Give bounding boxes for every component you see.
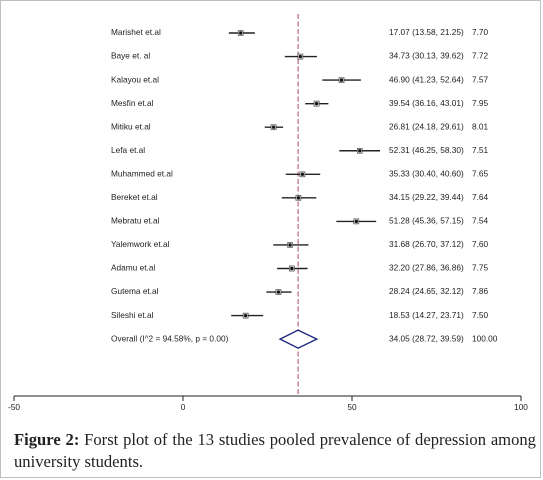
weight-text: 7.64 bbox=[472, 192, 489, 202]
point-estimate bbox=[358, 149, 362, 153]
ci-text: 51.28 (45.36, 57.15) bbox=[389, 216, 464, 226]
study-label: Mitiku et.al bbox=[111, 121, 151, 131]
ci-text: 32.20 (27.86, 36.86) bbox=[389, 263, 464, 273]
point-estimate bbox=[354, 219, 358, 223]
ci-text: 52.31 (46.25, 58.30) bbox=[389, 145, 464, 155]
x-tick-label: 50 bbox=[347, 402, 357, 412]
study-label: Sileshi et.al bbox=[111, 310, 154, 320]
study-label: Mebratu et.al bbox=[111, 216, 160, 226]
weight-text: 7.70 bbox=[472, 27, 489, 37]
ci-text: 17.07 (13.58, 21.25) bbox=[389, 27, 464, 37]
point-estimate bbox=[315, 102, 319, 106]
point-estimate bbox=[239, 31, 243, 35]
study-label: Baye et. al bbox=[111, 51, 150, 61]
weight-text: 7.50 bbox=[472, 310, 489, 320]
ci-text: 46.90 (41.23, 52.64) bbox=[389, 74, 464, 84]
x-tick-label: 0 bbox=[181, 402, 186, 412]
study-label: Gutema et.al bbox=[111, 286, 159, 296]
ci-text: 34.73 (30.13, 39.62) bbox=[389, 51, 464, 61]
study-label: Lefa et.al bbox=[111, 145, 145, 155]
study-label: Bereket et.al bbox=[111, 192, 158, 202]
weight-text: 7.75 bbox=[472, 263, 489, 273]
weight-text: 7.95 bbox=[472, 98, 489, 108]
weight-text: 7.65 bbox=[472, 168, 489, 178]
overall-weight-text: 100.00 bbox=[472, 333, 498, 343]
overall-ci-text: 34.05 (28.72, 39.59) bbox=[389, 333, 464, 343]
ci-text: 35.33 (30.40, 40.60) bbox=[389, 168, 464, 178]
ci-text: 26.81 (24.18, 29.61) bbox=[389, 121, 464, 131]
caption-label: Figure 2: bbox=[14, 430, 80, 449]
ci-text: 39.54 (36.16, 43.01) bbox=[389, 98, 464, 108]
study-label: Marishet et.al bbox=[111, 27, 161, 37]
ci-text: 34.15 (29.22, 39.44) bbox=[389, 192, 464, 202]
weight-text: 7.57 bbox=[472, 74, 489, 84]
point-estimate bbox=[296, 196, 301, 200]
point-estimate bbox=[339, 78, 344, 82]
point-estimate bbox=[276, 290, 281, 294]
weight-text: 7.60 bbox=[472, 239, 489, 249]
weight-text: 8.01 bbox=[472, 121, 489, 131]
x-tick-label: 100 bbox=[514, 402, 528, 412]
x-tick-label: -50 bbox=[8, 402, 20, 412]
study-label: Adamu et.al bbox=[111, 263, 155, 273]
ci-text: 31.68 (26.70, 37.12) bbox=[389, 239, 464, 249]
caption-text: Forst plot of the 13 studies pooled prev… bbox=[14, 430, 536, 471]
point-estimate bbox=[244, 314, 248, 318]
figure-caption: Figure 2: Forst plot of the 13 studies p… bbox=[14, 429, 536, 473]
forest-plot: Marishet et.al 17.07 (13.58, 21.25) 7.70 Ba… bbox=[8, 14, 528, 412]
point-estimate bbox=[298, 54, 302, 59]
study-label: Muhammed et.al bbox=[111, 168, 173, 178]
point-estimate bbox=[288, 243, 292, 247]
point-estimate bbox=[300, 172, 305, 176]
weight-text: 7.51 bbox=[472, 145, 489, 155]
weight-text: 7.86 bbox=[472, 286, 489, 296]
study-label: Kalayou et.al bbox=[111, 74, 159, 84]
ci-text: 18.53 (14.27, 23.71) bbox=[389, 310, 464, 320]
weight-text: 7.54 bbox=[472, 216, 489, 226]
overall-diamond bbox=[278, 329, 319, 349]
study-label: Yalemwork et.al bbox=[111, 239, 170, 249]
study-label: Mesfin et.al bbox=[111, 98, 154, 108]
overall-label: Overall (I^2 = 94.58%, p = 0.00) bbox=[111, 333, 229, 343]
point-estimate bbox=[272, 125, 276, 129]
weight-text: 7.72 bbox=[472, 51, 489, 61]
ci-text: 28.24 (24.65, 32.12) bbox=[389, 286, 464, 296]
point-estimate bbox=[290, 266, 294, 271]
